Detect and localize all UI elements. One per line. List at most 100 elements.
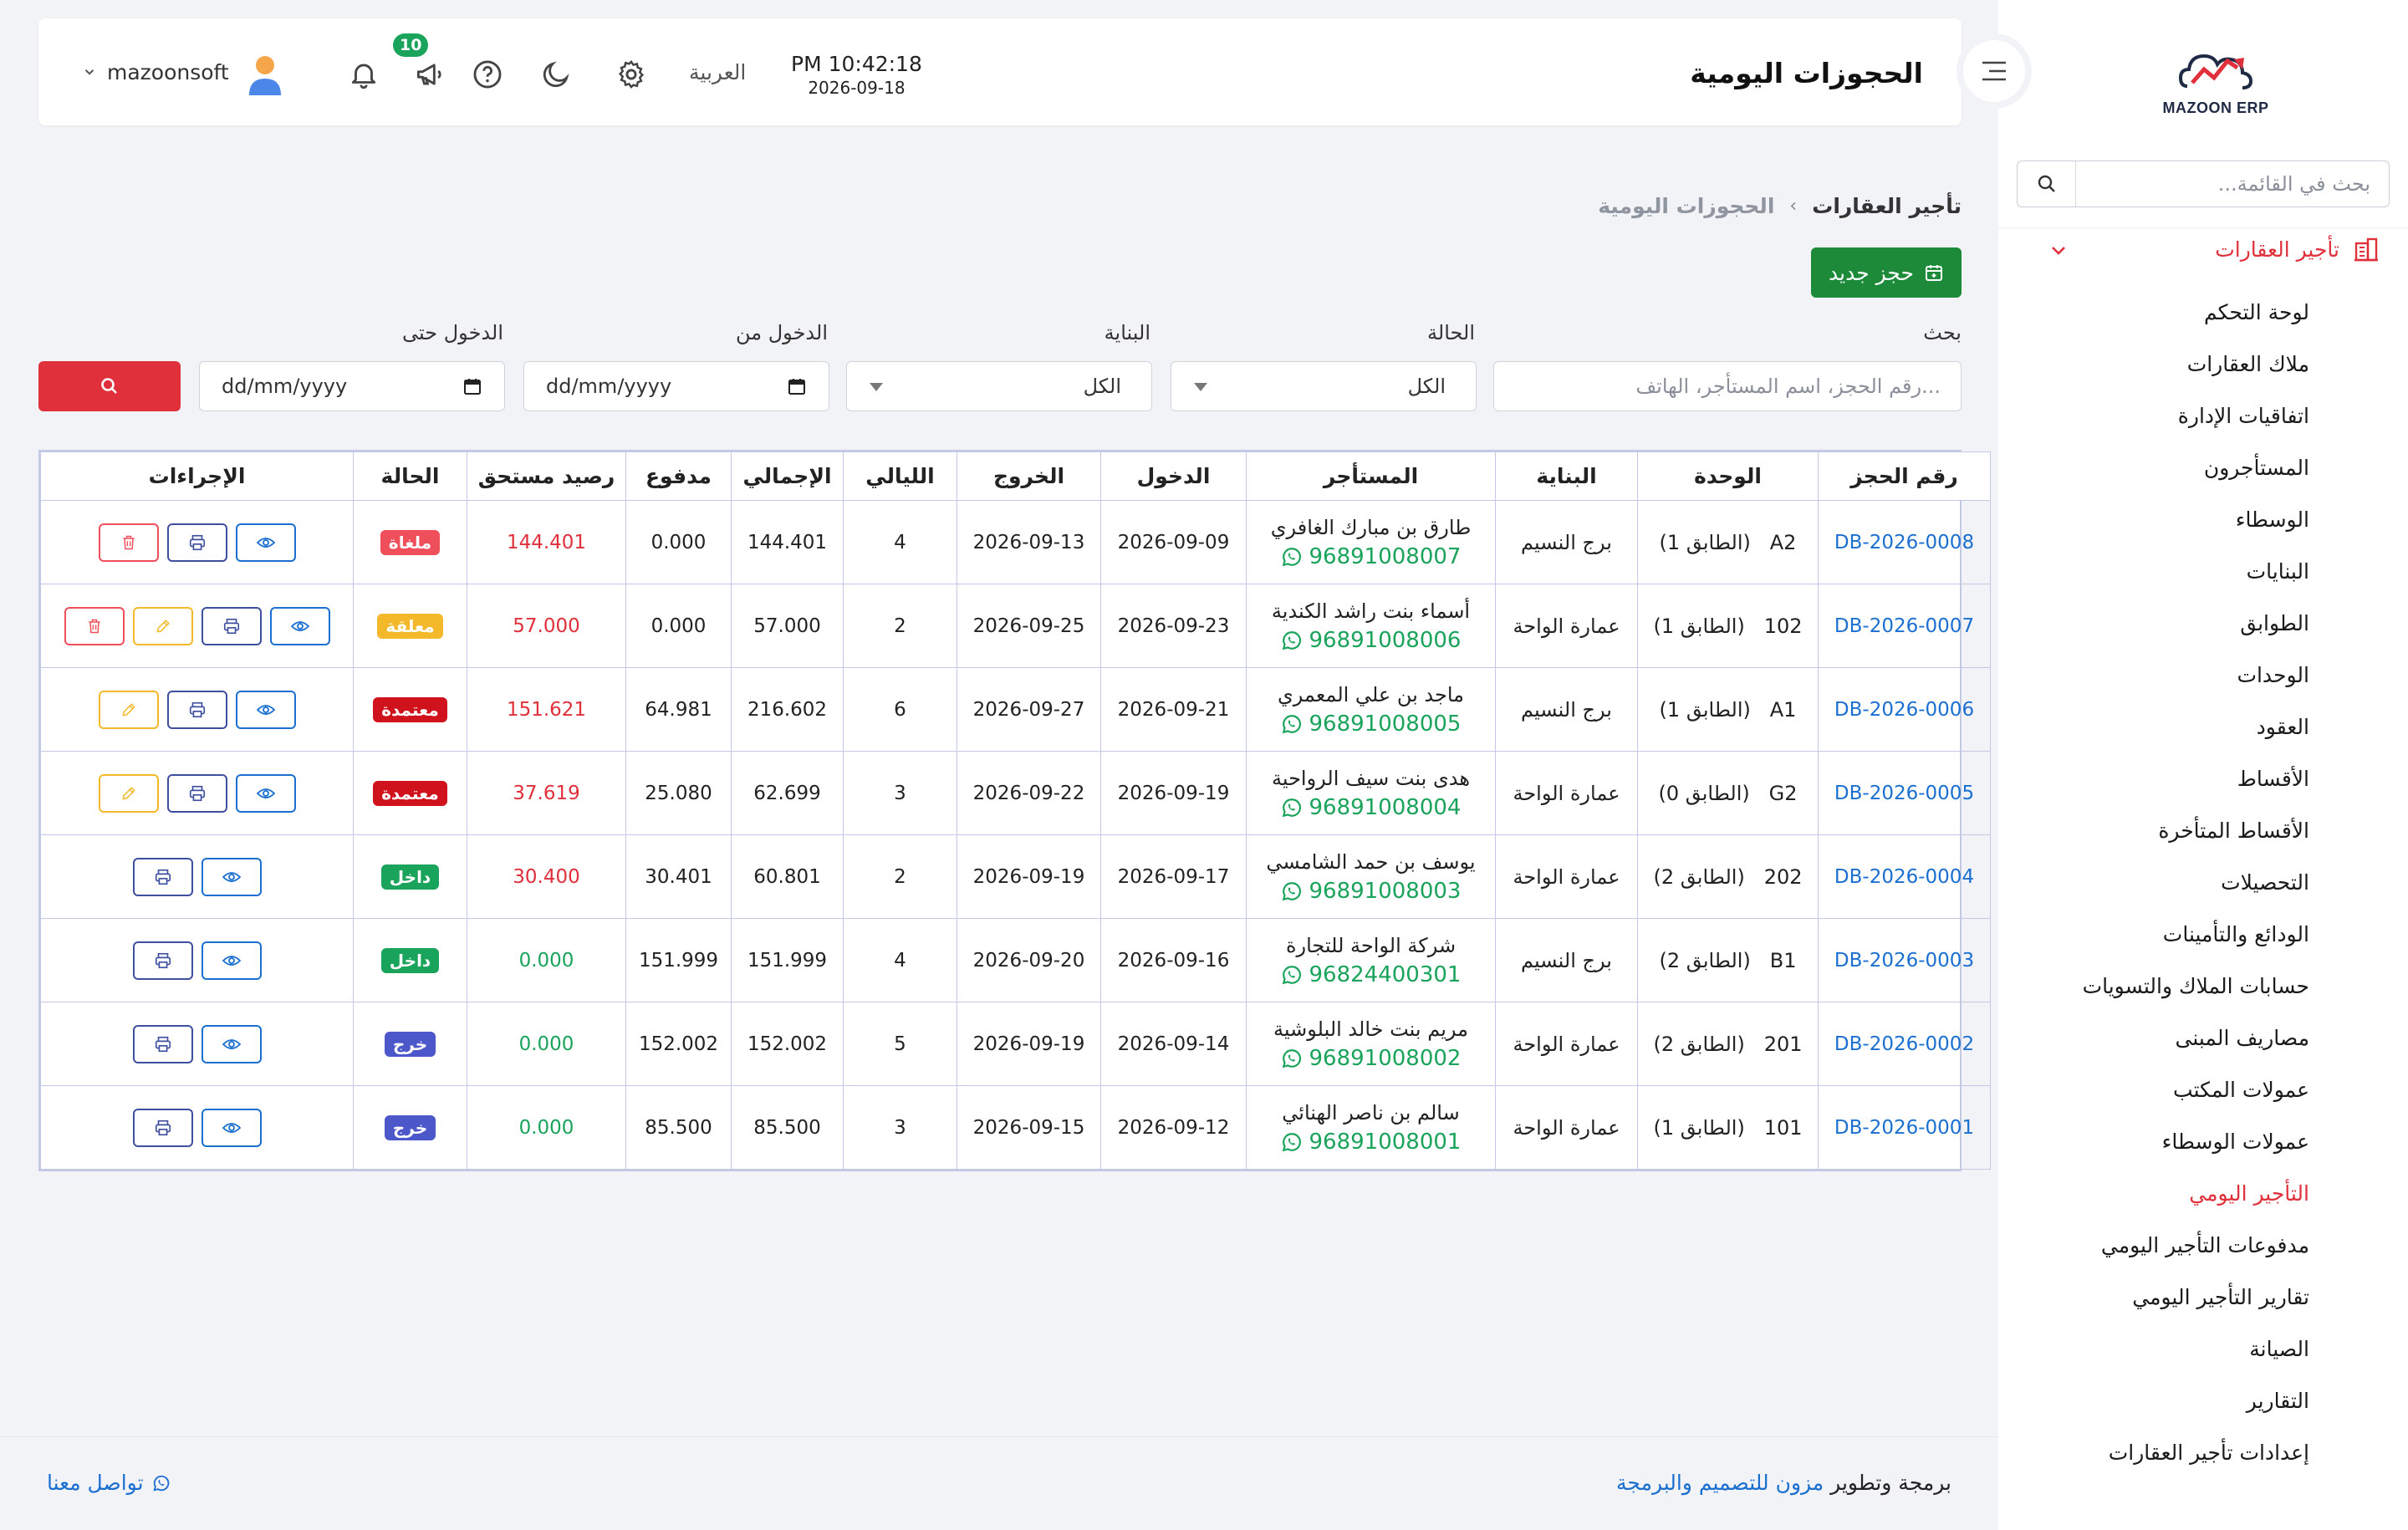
footer-contact-label: تواصل معنا — [47, 1471, 144, 1495]
sidebar-item[interactable]: الوسطاء — [2235, 507, 2309, 532]
table-row: داخل 30.400 30.401 60.801 2 2026-09-19 2026-09… — [40, 834, 1991, 919]
sidebar-search-button[interactable] — [2018, 161, 2076, 207]
view-button[interactable] — [201, 941, 262, 980]
help-button[interactable] — [468, 55, 507, 94]
sidebar-item[interactable]: العقود — [2256, 714, 2309, 739]
chevron-down-icon[interactable] — [82, 64, 97, 79]
sidebar-item[interactable]: التقارير — [2246, 1388, 2309, 1413]
print-button[interactable] — [166, 690, 227, 729]
tenant-phone: 96824400301 — [1309, 961, 1462, 987]
sidebar-item[interactable]: المستأجرون — [2203, 455, 2309, 480]
sidebar-item[interactable]: الودائع والتأمينات — [2162, 921, 2309, 946]
eye-icon — [222, 1038, 241, 1049]
avatar[interactable] — [246, 54, 284, 99]
tenant-phone-link[interactable]: 96891008001 — [1247, 1130, 1495, 1155]
username[interactable]: mazoonsoft — [107, 60, 229, 84]
view-button[interactable] — [235, 523, 296, 562]
new-booking-button[interactable]: حجز جديد — [1811, 247, 1962, 298]
filter-search-button[interactable] — [38, 361, 181, 411]
delete-button[interactable] — [98, 523, 159, 562]
sidebar-item[interactable]: عمولات الوسطاء — [2161, 1129, 2309, 1154]
sidebar-item[interactable]: التحصيلات — [2221, 870, 2309, 895]
view-button[interactable] — [235, 773, 296, 813]
sidebar-search[interactable] — [2017, 161, 2390, 207]
sidebar-item[interactable]: حسابات الملاك والتسويات — [2082, 973, 2309, 998]
tenant-phone-link[interactable]: 96891008006 — [1247, 628, 1495, 653]
sidebar-item[interactable]: الطوابق — [2240, 610, 2309, 635]
sidebar-item[interactable]: مدفوعات التأجير اليومي — [2100, 1232, 2309, 1257]
cell-booking-no[interactable]: DB-2026-0004 — [1818, 834, 1991, 919]
filter-search-input[interactable]: رقم الحجز، اسم المستأجر، الهاتف... — [1493, 361, 1962, 411]
cell-booking-no[interactable]: DB-2026-0003 — [1818, 918, 1991, 1002]
sidebar-section-property-rental[interactable]: تأجير العقارات — [1998, 227, 2408, 271]
edit-button[interactable] — [132, 606, 193, 645]
print-button[interactable] — [132, 1108, 193, 1147]
filter-building-select[interactable]: الكل — [846, 361, 1152, 411]
view-button[interactable] — [201, 857, 262, 896]
footer-credit: برمجة وتطوير مزون للتصميم والبرمجة — [1616, 1471, 1951, 1495]
print-button[interactable] — [132, 1024, 193, 1063]
sidebar-search-input[interactable] — [2076, 161, 2389, 207]
unit-floor: (الطابق 2) — [1659, 948, 1751, 972]
view-button[interactable] — [269, 606, 330, 645]
filter-status-select[interactable]: الكل — [1171, 361, 1477, 411]
sidebar-item[interactable]: البنايات — [2246, 558, 2309, 584]
filter-to-date[interactable]: dd/mm/yyyy — [199, 361, 505, 411]
announcements-button[interactable] — [410, 55, 448, 94]
language-switch[interactable]: العربية — [689, 60, 747, 84]
sidebar-item[interactable]: عمولات المكتب — [2173, 1077, 2309, 1102]
cell-due: 0.000 — [467, 1002, 626, 1086]
sidebar-item[interactable]: الوحدات — [2237, 662, 2309, 687]
sidebar-item[interactable]: إعدادات تأجير العقارات — [2108, 1440, 2309, 1465]
filter-from-date[interactable]: dd/mm/yyyy — [523, 361, 829, 411]
sidebar-item[interactable]: لوحة التحكم — [2203, 299, 2309, 324]
footer-contact-link[interactable]: تواصل معنا — [47, 1471, 171, 1495]
theme-toggle[interactable] — [537, 55, 575, 94]
cell-booking-no[interactable]: DB-2026-0006 — [1818, 667, 1991, 752]
tenant-name: مريم بنت خالد البلوشية — [1273, 1017, 1468, 1041]
sidebar-item[interactable]: مصاريف المبنى — [2175, 1025, 2310, 1050]
cell-tenant: هدى بنت سيف الرواحية 96891008004 — [1246, 751, 1496, 835]
print-button[interactable] — [166, 773, 227, 813]
sidebar-item[interactable]: الأقساط المتأخرة — [2158, 818, 2309, 843]
cell-booking-no[interactable]: DB-2026-0005 — [1818, 751, 1991, 835]
cell-booking-no[interactable]: DB-2026-0001 — [1818, 1085, 1991, 1170]
edit-button[interactable] — [98, 690, 159, 729]
sidebar-item[interactable]: اتفاقيات الإدارة — [2177, 403, 2309, 428]
print-button[interactable] — [201, 606, 262, 645]
view-button[interactable] — [201, 1108, 262, 1147]
view-button[interactable] — [235, 690, 296, 729]
calendar-icon[interactable] — [462, 376, 482, 396]
print-button[interactable] — [166, 523, 227, 562]
cell-booking-no[interactable]: DB-2026-0007 — [1818, 584, 1991, 668]
view-button[interactable] — [201, 1024, 262, 1063]
print-button[interactable] — [132, 857, 193, 896]
tenant-phone-link[interactable]: 96824400301 — [1247, 962, 1495, 987]
tenant-phone-link[interactable]: 96891008007 — [1247, 544, 1495, 569]
tenant-phone-link[interactable]: 96891008004 — [1247, 795, 1495, 820]
tenant-phone-link[interactable]: 96891008005 — [1247, 711, 1495, 737]
settings-button[interactable] — [612, 55, 650, 94]
sidebar-toggle-button[interactable] — [1956, 33, 2032, 109]
sidebar-item[interactable]: الأقساط — [2237, 766, 2309, 791]
column-header-actions: الإجراءات — [40, 451, 354, 501]
calendar-icon[interactable] — [787, 376, 807, 396]
sidebar-item[interactable]: تقارير التأجير اليومي — [2132, 1284, 2309, 1309]
breadcrumb-parent[interactable]: تأجير العقارات — [1812, 194, 1962, 218]
app-logo[interactable]: MAZOON ERP — [2149, 33, 2283, 117]
cell-nights: 3 — [843, 1085, 957, 1170]
sidebar-item[interactable]: التأجير اليومي — [2189, 1181, 2309, 1206]
footer-brand-link[interactable]: مزون للتصميم والبرمجة — [1616, 1471, 1824, 1495]
sidebar-item[interactable]: ملاك العقارات — [2186, 351, 2309, 376]
cell-booking-no[interactable]: DB-2026-0002 — [1818, 1002, 1991, 1086]
delete-button[interactable] — [64, 606, 125, 645]
cell-booking-no[interactable]: DB-2026-0008 — [1818, 500, 1991, 584]
edit-button[interactable] — [98, 773, 159, 813]
tenant-phone-link[interactable]: 96891008003 — [1247, 879, 1495, 904]
print-button[interactable] — [132, 941, 193, 980]
notifications-button[interactable] — [344, 55, 383, 94]
sidebar-item[interactable]: الصيانة — [2249, 1336, 2309, 1361]
cell-building: عمارة الواحة — [1495, 1002, 1638, 1086]
cell-check-out: 2026-09-19 — [957, 1002, 1101, 1086]
tenant-phone-link[interactable]: 96891008002 — [1247, 1046, 1495, 1071]
